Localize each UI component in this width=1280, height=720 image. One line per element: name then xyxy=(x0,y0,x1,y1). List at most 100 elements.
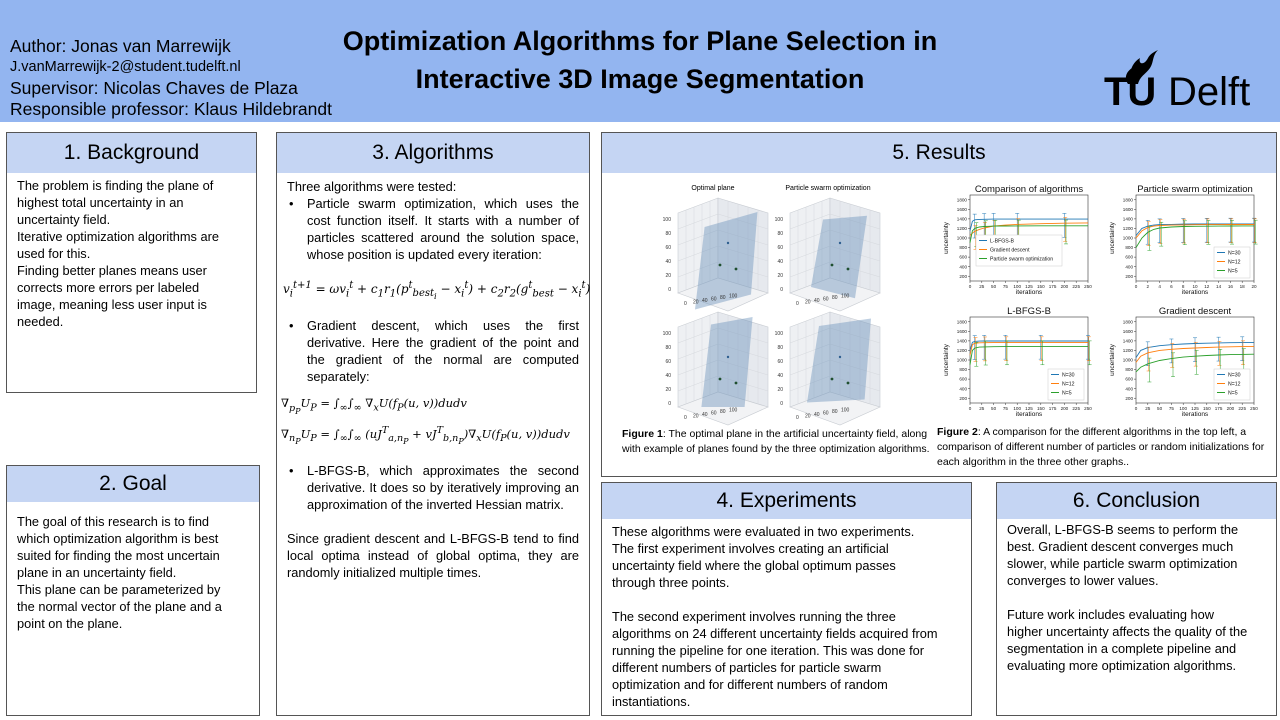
chart-title: Comparison of algorithms xyxy=(975,184,1083,195)
chart-panel: Gradient descent200400600800100012001400… xyxy=(1109,306,1258,418)
cube-gridline xyxy=(789,213,831,230)
x-tick-label: 125 xyxy=(1025,284,1033,289)
cube-gridline xyxy=(717,327,769,344)
x-tick-label: 225 xyxy=(1238,406,1246,411)
legend-label: N=12 xyxy=(1062,382,1075,388)
cube-gridline xyxy=(789,229,831,246)
y-tick-label: 1200 xyxy=(957,348,968,353)
legend-label: N=5 xyxy=(1228,269,1238,275)
fig1-tick-label: 40 xyxy=(814,412,820,418)
conclusion-line: higher uncertainty affects the quality o… xyxy=(1007,624,1248,639)
cube-gridline xyxy=(717,359,769,376)
conclusion-line: segmentation in a complete pipeline and xyxy=(1007,641,1237,656)
goal-line: This plane can be parameterized by xyxy=(17,582,221,597)
y-tick-label: 200 xyxy=(959,396,967,401)
chart-title: L-BFGS-B xyxy=(1007,306,1051,317)
fig1-tick-label: 100 xyxy=(729,294,738,300)
fig1-point xyxy=(838,355,842,359)
cube-gridline xyxy=(717,245,769,262)
gd-formula-point: ∇pPUP = ∫∞∫∞ ∇xU(fP(u, v))dudv xyxy=(281,396,467,416)
y-tick-label: 600 xyxy=(959,377,967,382)
legend-label: N=5 xyxy=(1228,391,1238,397)
x-axis-label: iterations xyxy=(1016,289,1043,296)
algorithms-intro: Three algorithms were tested: xyxy=(287,179,457,194)
fig1-point xyxy=(830,377,834,381)
chart-title: Gradient descent xyxy=(1159,306,1232,317)
cube-gridline xyxy=(677,359,719,376)
y-tick-label: 1800 xyxy=(1123,197,1134,202)
fig1-point xyxy=(726,241,730,245)
y-tick-label: 1800 xyxy=(1123,319,1134,324)
x-tick-label: 225 xyxy=(1072,284,1080,289)
fig1-tick-label: 100 xyxy=(663,331,672,337)
y-tick-label: 200 xyxy=(1125,274,1133,279)
y-tick-label: 400 xyxy=(1125,264,1133,269)
y-tick-label: 1800 xyxy=(957,319,968,324)
series-line xyxy=(1135,224,1254,239)
x-tick-label: 18 xyxy=(1240,284,1246,289)
fig1-tick-label: 20 xyxy=(665,387,671,393)
cube-pane xyxy=(677,391,769,426)
title-line-1: Optimization Algorithms for Plane Select… xyxy=(342,26,938,56)
fig1-tick-label: 60 xyxy=(823,297,829,303)
y-tick-label: 1600 xyxy=(957,329,968,334)
y-tick-label: 1600 xyxy=(957,207,968,212)
fig1-point xyxy=(830,263,834,267)
background-line: used for this. xyxy=(17,246,91,261)
figure-1-caption: Figure 1: The optimal plane in the artif… xyxy=(622,427,934,457)
conclusion-line: Future work includes evaluating how xyxy=(1007,607,1214,622)
logo-tu-text: TU xyxy=(1104,70,1156,114)
poster-title: Optimization Algorithms for Plane Select… xyxy=(320,22,960,98)
x-tick-label: 0 xyxy=(1135,406,1138,411)
y-tick-label: 800 xyxy=(1125,367,1133,372)
cube-gridline xyxy=(717,229,769,246)
fig1-tick-label: 60 xyxy=(665,359,671,365)
pso-formula: vit+1 = ωvit + c1r1(ptbesti − xit) + c2r… xyxy=(283,280,591,302)
results-panel: 5. Results Optimal plane Particle swarm … xyxy=(601,132,1277,477)
cube-gridline xyxy=(829,327,881,344)
x-tick-label: 75 xyxy=(1003,284,1009,289)
supervisor-name: Supervisor: Nicolas Chaves de Plaza xyxy=(10,78,298,98)
conclusion-panel: 6. Conclusion Overall, L-BFGS-B seems to… xyxy=(996,482,1277,716)
cube-pane xyxy=(789,277,881,312)
fig1-tick-label: 0 xyxy=(684,301,687,307)
goal-body: The goal of this research is to find whi… xyxy=(17,513,255,632)
x-tick-label: 14 xyxy=(1216,284,1222,289)
figure-1-caption-text: : The optimal plane in the artificial un… xyxy=(622,428,930,455)
cube-gridline xyxy=(829,229,881,246)
experiments-body: These algorithms were evaluated in two e… xyxy=(612,523,968,710)
cube-gridline xyxy=(789,245,831,262)
x-tick-label: 150 xyxy=(1037,284,1045,289)
experiments-line: different numbers of particles for parti… xyxy=(612,660,882,675)
chart-legend xyxy=(1213,368,1251,401)
pso-description: Particle swarm optimization, which uses … xyxy=(287,195,579,263)
background-line: Iterative optimization algorithms are xyxy=(17,229,219,244)
goal-panel: 2. Goal The goal of this research is to … xyxy=(6,465,260,716)
cube-gridline xyxy=(829,213,881,230)
fig1-title-pso: Particle swarm optimization xyxy=(785,185,870,192)
x-tick-label: 0 xyxy=(969,406,972,411)
fig1-point xyxy=(846,267,850,271)
cube-gridline xyxy=(717,343,769,360)
goal-line: suited for finding the most uncertain xyxy=(17,548,220,563)
figure-2-caption-text: : A comparison for the different algorit… xyxy=(937,426,1265,468)
algorithms-closing: Since gradient descent and L-BFGS-B tend… xyxy=(287,530,579,580)
figure-2-label: Figure 2 xyxy=(937,426,978,438)
fig1-plane xyxy=(701,317,753,407)
fig1-tick-label: 0 xyxy=(684,415,687,421)
x-tick-label: 0 xyxy=(1135,284,1138,289)
x-tick-label: 16 xyxy=(1228,284,1234,289)
cube-gridline xyxy=(829,375,881,392)
cube-gridline xyxy=(717,261,769,278)
x-tick-label: 6 xyxy=(1170,284,1173,289)
y-tick-label: 600 xyxy=(1125,255,1133,260)
conclusion-body: Overall, L-BFGS-B seems to perform the b… xyxy=(1007,521,1273,674)
x-tick-label: 100 xyxy=(1179,406,1187,411)
y-tick-label: 400 xyxy=(959,264,967,269)
fig1-tick-label: 40 xyxy=(814,298,820,304)
y-tick-label: 1000 xyxy=(1123,358,1134,363)
series-line xyxy=(969,218,1088,231)
fig1-plane xyxy=(695,212,758,310)
